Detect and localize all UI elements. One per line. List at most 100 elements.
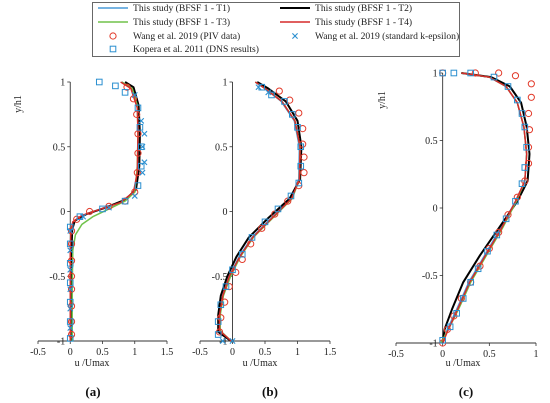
panel-c-marker-wang-et-al-2019-piv-data [511,72,520,80]
panel-c-marker-kopera-et-al-2011-dns-results [523,143,530,151]
panel-a-marker-wang-et-al-2019-piv-data [131,188,139,196]
panel-c-series-this-study-bfsf-1-t2 [441,72,531,344]
panel-c-xtick-label: 0.5 [483,349,496,360]
panel-c-marker-kopera-et-al-2011-dns-results [521,123,529,131]
panel-c-marker-kopera-et-al-2011-dns-results [502,215,510,223]
panel-a-marker-wang-et-al-2019-standard-k-epsilon [67,227,74,234]
panel-c-ytick-label: -1 [429,339,437,350]
panel-a-marker-wang-et-al-2019-piv-data [67,330,76,339]
panel-a-marker-wang-et-al-2019-standard-k-epsilon-b [105,204,112,211]
panel-b-marker-kopera-et-al-2011-dns-results [248,234,256,241]
legend-entry-this-study-bfsf-1-t4-label: This study (BFSF 1 - T4) [315,17,412,28]
panel-b-ytick-label: 0 [223,207,228,218]
panel-b-marker-kopera-et-al-2011-dns-results [258,83,266,91]
panel-a-marker-kopera-et-al-2011-dns-results [121,89,129,96]
panel-a-marker-kopera-et-al-2011-dns-results [137,143,145,151]
panel-c-marker-wang-et-al-2019-piv-data [495,69,503,77]
panel-b-marker-kopera-et-al-2011-dns-results [261,218,269,226]
panel-a-xtick-label: 0.5 [96,347,109,358]
legend-entry-this-study-bfsf-1-t1: This study (BFSF 1 - T1) [98,3,230,14]
legend-entry-this-study-bfsf-1-t3: This study (BFSF 1 - T3) [98,17,230,28]
panel-c-ytick-label: 0 [433,204,438,215]
panel-a-marker-wang-et-al-2019-standard-k-epsilon [67,325,74,332]
panel-a-marker-wang-et-al-2019-standard-k-epsilon [67,305,74,312]
panel-a-xtick-label: 1 [132,347,137,358]
panel-b-marker-kopera-et-al-2011-dns-results [287,192,295,200]
panel-a-marker-wang-et-al-2019-piv-data [67,272,76,280]
panel-a-marker-wang-et-al-2019-standard-k-epsilon-b [139,169,146,176]
panel-a-marker-kopera-et-al-2011-dns-results [66,335,74,342]
panel-b-marker-wang-et-al-2019-piv-data [238,255,246,264]
panel-a-marker-kopera-et-al-2011-dns-results [66,260,74,267]
panel-c-ytick-label: 0.5 [425,136,438,147]
panel-b-xtick-label: 1 [295,347,300,358]
panel-c-marker-kopera-et-al-2011-dns-results [518,180,526,187]
legend-entry-wang-et-al-2019-standard-k-epsilon-swatch [292,33,298,39]
panel-c-marker-kopera-et-al-2011-dns-results [521,164,529,171]
panel-a-ytick-label: 0 [60,207,65,218]
legend-entry-this-study-bfsf-1-t4: This study (BFSF 1 - T4) [280,17,412,28]
panel-b-marker-kopera-et-al-2011-dns-results [217,301,225,309]
panel-a-marker-wang-et-al-2019-standard-k-epsilon [67,247,74,254]
panel-c-marker-kopera-et-al-2011-dns-results [514,96,521,104]
panel-c-marker-kopera-et-al-2011-dns-results [484,247,491,255]
panel-a-marker-wang-et-al-2019-standard-k-epsilon-b [141,130,148,137]
panel-c-marker-wang-et-al-2019-piv-data [504,211,512,219]
panel-a-ytick-label: 1 [60,78,65,89]
panel-b-xtick-label: 0.5 [259,347,272,358]
panel-c-marker-kopera-et-al-2011-dns-results [493,231,501,239]
panel-c-marker-kopera-et-al-2011-dns-results [490,73,498,81]
panel-b-marker-wang-et-al-2019-piv-data [275,87,283,95]
panel-a-xtick-label: 0 [68,347,73,358]
panel-b-marker-wang-et-al-2019-standard-k-epsilon [219,338,226,344]
panel-a-marker-wang-et-al-2019-standard-k-epsilon-b [141,159,148,166]
panel-a-xlabel: u /Umax [75,358,110,369]
panel-a-marker-wang-et-al-2019-standard-k-epsilon-b [138,117,145,124]
panel-a-marker-wang-et-al-2019-piv-data [67,285,76,293]
legend-entry-wang-et-al-2019-standard-k-epsilon-label: Wang et al. 2019 (standard k-epsilon) [315,31,459,42]
legend-entry-wang-et-al-2019-standard-k-epsilon: Wang et al. 2019 (standard k-epsilon) [292,31,459,42]
legend-entry-kopera-et-al-2011-dns-results: Kopera et al. 2011 (DNS results) [109,44,259,55]
panel-a-marker-wang-et-al-2019-standard-k-epsilon [67,286,74,293]
panel-a-marker-kopera-et-al-2011-dns-results [66,298,74,306]
legend-entry-wang-et-al-2019-standard-k-epsilon-swatch-b [292,33,298,39]
panel-c-marker-kopera-et-al-2011-dns-results [504,83,512,90]
panel-a-marker-wang-et-al-2019-piv-data [86,207,94,216]
panel-a-marker-wang-et-al-2019-standard-k-epsilon-b [67,286,74,293]
panel-b-marker-wang-et-al-2019-piv-data [300,169,308,177]
panel-a-marker-wang-et-al-2019-piv-data [133,110,141,118]
panel-b-series-this-study-bfsf-1-t2 [217,81,303,342]
panel-a-label: (a) [85,384,100,399]
panel-a-marker-wang-et-al-2019-piv-data [105,202,113,210]
panel-a-marker-wang-et-al-2019-standard-k-epsilon [105,204,112,211]
panel-c-marker-kopera-et-al-2011-dns-results [450,69,458,77]
panel-a-marker-wang-et-al-2019-standard-k-epsilon [138,117,145,124]
panel-a-marker-kopera-et-al-2011-dns-results [76,213,84,220]
legend-entry-wang-et-al-2019-piv-data-swatch [109,32,117,40]
panel-a-ylabel: y/h1 [13,95,24,113]
panel-a-marker-wang-et-al-2019-standard-k-epsilon [67,266,74,273]
panel-c-marker-wang-et-al-2019-piv-data [524,159,533,168]
panel-b-marker-kopera-et-al-2011-dns-results [281,98,288,105]
panel-a-marker-wang-et-al-2019-piv-data [133,169,141,177]
panel-a-marker-wang-et-al-2019-standard-k-epsilon-b [67,266,74,273]
panel-a-marker-wang-et-al-2019-standard-k-epsilon [131,192,138,199]
panel-b-marker-kopera-et-al-2011-dns-results [297,143,305,151]
panel-b-ytick-label: 1 [223,78,228,89]
panel-c-xtick-label: 1 [534,349,539,360]
panel-a-marker-kopera-et-al-2011-dns-results [137,162,145,170]
panel-b-marker-kopera-et-al-2011-dns-results [274,205,282,213]
panel-a-marker-wang-et-al-2019-piv-data [134,149,142,157]
legend-entry-this-study-bfsf-1-t2-label: This study (BFSF 1 - T2) [315,3,412,14]
legend-entry-this-study-bfsf-1-t3-label: This study (BFSF 1 - T3) [133,17,230,28]
panel-a-xtick-label: 1.5 [161,347,174,358]
panel-b-marker-kopera-et-al-2011-dns-results [294,124,301,131]
panel-c-marker-kopera-et-al-2011-dns-results [453,310,460,317]
panel-c-xlabel: u /Umax [446,358,481,369]
panel-a-marker-wang-et-al-2019-standard-k-epsilon [139,169,146,176]
panel-a-marker-wang-et-al-2019-standard-k-epsilon [141,159,148,166]
panel-c-ylabel: y/h1 [377,91,388,109]
panel-b-marker-wang-et-al-2019-piv-data [247,240,255,248]
panel-a-marker-wang-et-al-2019-standard-k-epsilon-b [67,227,74,234]
panel-a-marker-kopera-et-al-2011-dns-results [136,124,144,131]
